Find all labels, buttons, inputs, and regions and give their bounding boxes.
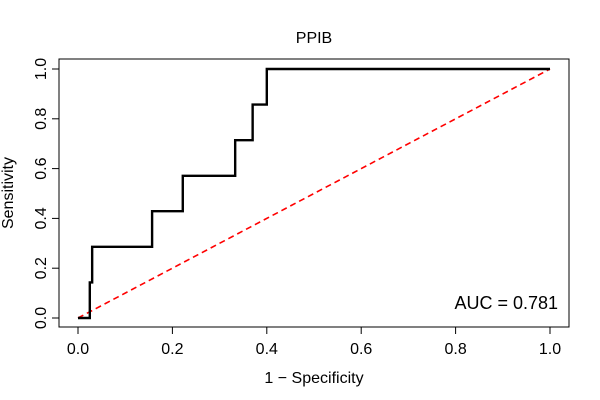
x-tick-label: 0.2 xyxy=(161,341,183,358)
x-tick-label: 1.0 xyxy=(539,341,561,358)
y-tick-label: 0.6 xyxy=(33,157,50,179)
x-tick-label: 0.8 xyxy=(444,341,466,358)
y-tick-label: 1.0 xyxy=(33,58,50,80)
y-axis-title: Sensitivity xyxy=(0,157,17,229)
y-tick-label: 0.2 xyxy=(33,257,50,279)
x-tick-label: 0.0 xyxy=(67,341,89,358)
chance-line xyxy=(77,68,551,319)
x-tick-label: 0.4 xyxy=(256,341,278,358)
y-tick-label: 0.4 xyxy=(33,207,50,229)
x-axis: 0.0 0.2 0.4 0.6 0.8 1.0 xyxy=(67,326,561,358)
y-tick-label: 0.0 xyxy=(33,307,50,329)
x-axis-title: 1 − Specificity xyxy=(264,370,363,387)
x-tick-label: 0.6 xyxy=(350,341,372,358)
auc-label: AUC = 0.781 xyxy=(454,293,558,313)
roc-curve xyxy=(78,67,550,320)
y-tick-label: 0.8 xyxy=(33,108,50,130)
y-axis: 0.0 0.2 0.4 0.6 0.8 1.0 xyxy=(33,58,60,329)
chart-title: PPIB xyxy=(296,30,332,47)
series-layer xyxy=(77,67,551,320)
